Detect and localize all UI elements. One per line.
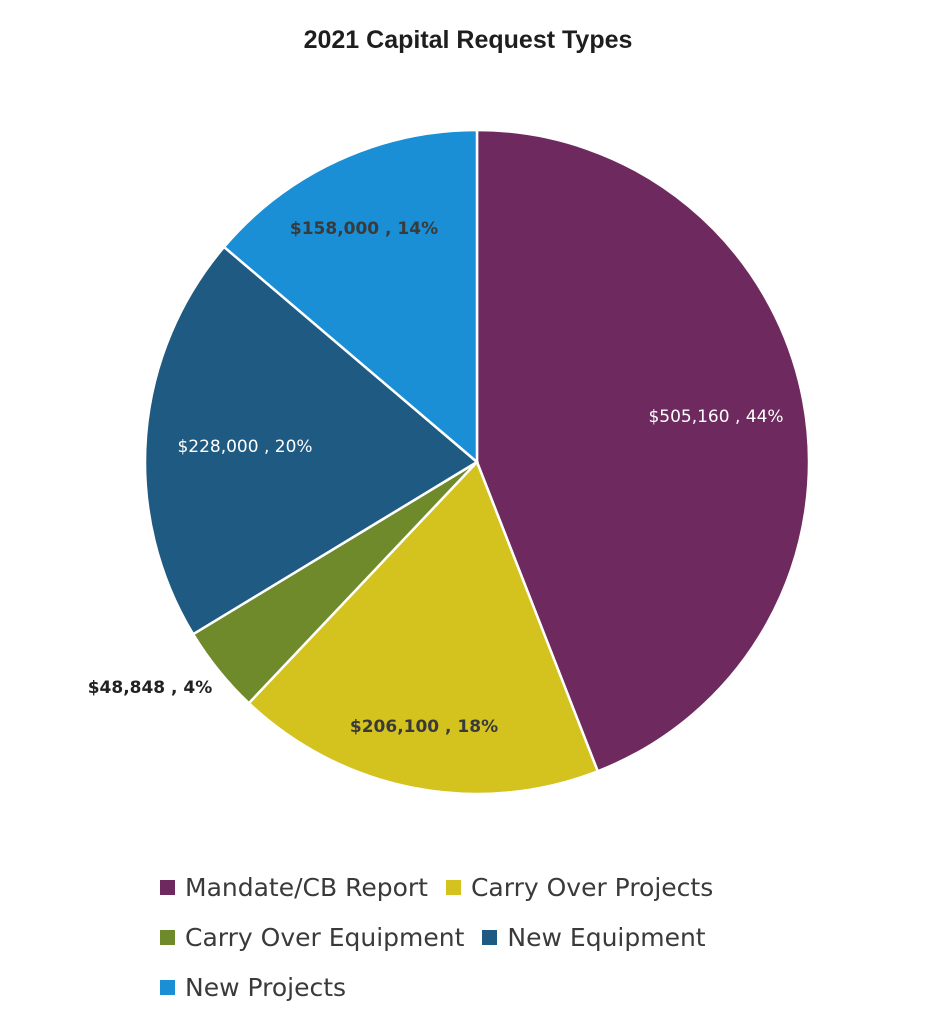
data-label-carry-over-equipment: $48,848 , 4% [88, 678, 213, 698]
legend: Mandate/CB Report Carry Over Projects Carr… [160, 862, 860, 1012]
legend-item: New Equipment [482, 922, 706, 952]
legend-item: Carry Over Projects [445, 872, 714, 902]
legend-label: New Projects [185, 972, 347, 1002]
legend-label: Carry Over Equipment [185, 922, 465, 952]
pie-slice-carry-over-projects [247, 459, 600, 796]
data-label-mandate-cb-report: $505,160 , 44% [648, 407, 783, 427]
pie-slice-mandate-cb-report [475, 128, 811, 773]
pie-slice-new-equipment [143, 245, 480, 636]
legend-item: Carry Over Equipment [160, 923, 464, 952]
legend-label: New Equipment [507, 922, 706, 952]
chart-title: 2021 Capital Request Types [303, 26, 633, 54]
legend-row: New Projects [160, 962, 860, 1012]
legend-swatch [160, 929, 175, 945]
legend-swatch [445, 879, 461, 895]
legend-row: Mandate/CB Report Carry Over Projects [160, 862, 860, 912]
legend-swatch [482, 929, 498, 945]
pie-chart: $505,160 , 44% $206,100 , 18% $48,848 , 4%… [88, 128, 811, 796]
data-label-new-equipment: $228,000 , 20% [177, 437, 312, 457]
legend-item: New Projects [160, 973, 346, 1002]
legend-swatch [160, 979, 175, 995]
data-label-new-projects: $158,000 , 14% [290, 219, 438, 239]
legend-item: Mandate/CB Report [160, 873, 428, 902]
pie-slice-new-projects [222, 128, 479, 465]
data-label-carry-over-projects: $206,100 , 18% [350, 717, 498, 737]
legend-row: Carry Over Equipment New Equipment [160, 912, 860, 962]
legend-swatch [160, 879, 175, 895]
legend-label: Mandate/CB Report [185, 872, 428, 902]
legend-label: Carry Over Projects [470, 872, 714, 902]
